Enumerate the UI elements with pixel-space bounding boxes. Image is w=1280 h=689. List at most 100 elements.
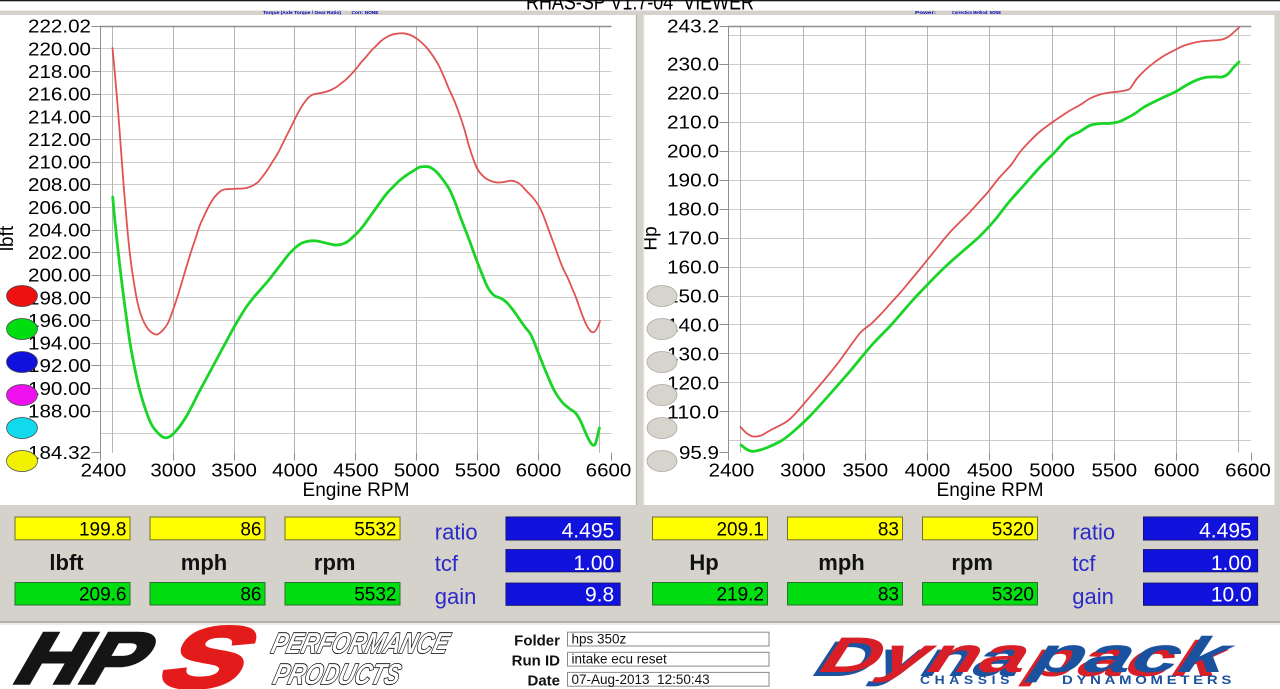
svg-text:198.00: 198.00 [28, 288, 91, 308]
svg-text:220.00: 220.00 [28, 39, 91, 59]
svg-text:tcf: tcf [435, 551, 459, 576]
svg-text:5000: 5000 [1029, 461, 1075, 481]
svg-text:4000: 4000 [272, 461, 318, 481]
svg-text:5500: 5500 [455, 461, 501, 481]
svg-text:170.0: 170.0 [667, 229, 719, 249]
svg-text:6000: 6000 [516, 461, 562, 481]
svg-text:180.0: 180.0 [667, 200, 719, 220]
svg-text:86: 86 [240, 519, 261, 540]
svg-text:PRODUCTS: PRODUCTS [270, 658, 405, 689]
svg-text:rpm: rpm [951, 550, 993, 575]
svg-text:188.00: 188.00 [28, 402, 91, 422]
svg-text:1.00: 1.00 [1211, 552, 1252, 575]
svg-text:4.495: 4.495 [562, 520, 615, 543]
svg-text:9.8: 9.8 [585, 584, 614, 607]
svg-text:ratio: ratio [435, 520, 478, 545]
svg-text:Corr: NONE: Corr: NONE [352, 10, 379, 15]
svg-text:110.0: 110.0 [667, 402, 719, 422]
svg-text:190.0: 190.0 [667, 171, 719, 191]
svg-text:216.00: 216.00 [28, 85, 91, 105]
svg-text:208.00: 208.00 [28, 175, 91, 195]
svg-text:Date: Date [527, 673, 560, 689]
svg-text:pack: pack [1017, 631, 1236, 687]
svg-text:150.0: 150.0 [667, 286, 719, 306]
svg-text:Power:: Power: [915, 10, 937, 15]
svg-text:5320: 5320 [992, 585, 1034, 606]
svg-text:6000: 6000 [1154, 461, 1200, 481]
svg-text:206.00: 206.00 [28, 198, 91, 218]
svg-text:204.00: 204.00 [28, 220, 91, 240]
svg-text:190.00: 190.00 [28, 379, 91, 399]
svg-text:2400: 2400 [709, 461, 755, 481]
svg-text:Run ID: Run ID [512, 653, 560, 670]
svg-text:120.0: 120.0 [667, 373, 719, 393]
svg-text:3500: 3500 [211, 461, 257, 481]
svg-text:4500: 4500 [333, 461, 379, 481]
svg-text:Engine RPM: Engine RPM [303, 480, 410, 501]
svg-text:rpm: rpm [314, 550, 356, 575]
svg-text:5532: 5532 [354, 519, 396, 540]
svg-text:ratio: ratio [1072, 520, 1115, 545]
svg-text:Folder: Folder [514, 632, 560, 649]
svg-text:5532: 5532 [354, 585, 396, 606]
svg-text:3000: 3000 [780, 461, 826, 481]
svg-text:lbft: lbft [0, 225, 18, 251]
svg-text:210.00: 210.00 [28, 153, 91, 173]
svg-text:6600: 6600 [586, 461, 632, 481]
svg-text:5500: 5500 [1092, 461, 1138, 481]
svg-text:4500: 4500 [967, 461, 1013, 481]
svg-text:220.0: 220.0 [667, 84, 719, 104]
svg-text:218.00: 218.00 [28, 62, 91, 82]
svg-text:gain: gain [435, 584, 477, 609]
svg-text:mph: mph [818, 550, 864, 575]
svg-text:Hp: Hp [641, 226, 662, 250]
svg-text:3500: 3500 [843, 461, 889, 481]
svg-text:CHASSIS: CHASSIS [920, 673, 1014, 687]
svg-text:5000: 5000 [394, 461, 440, 481]
svg-text:mph: mph [181, 550, 227, 575]
svg-text:83: 83 [878, 585, 899, 606]
svg-text:200.0: 200.0 [667, 142, 719, 162]
svg-text:196.00: 196.00 [28, 311, 91, 331]
svg-text:212.00: 212.00 [28, 130, 91, 150]
svg-text:Hp: Hp [689, 550, 718, 575]
svg-text:1.00: 1.00 [573, 552, 614, 575]
svg-text:184.32: 184.32 [28, 443, 91, 463]
svg-text:10.0: 10.0 [1211, 584, 1252, 607]
svg-text:Dyna: Dyna [808, 631, 1032, 687]
svg-text:95.9: 95.9 [679, 443, 719, 463]
svg-text:140.0: 140.0 [667, 315, 719, 335]
svg-text:lbft: lbft [49, 550, 84, 575]
svg-text:230.0: 230.0 [667, 55, 719, 75]
svg-text:5320: 5320 [992, 519, 1034, 540]
svg-text:83: 83 [878, 519, 899, 540]
svg-text:DYNAMOMETERS: DYNAMOMETERS [1062, 673, 1235, 687]
svg-text:130.0: 130.0 [667, 344, 719, 364]
svg-text:222.02: 222.02 [28, 17, 91, 37]
svg-text:Correction Method: NONE: Correction Method: NONE [952, 10, 1001, 15]
svg-text:Engine RPM: Engine RPM [937, 480, 1044, 501]
svg-text:4000: 4000 [905, 461, 951, 481]
svg-text:199.8: 199.8 [79, 519, 127, 540]
svg-text:219.2: 219.2 [716, 585, 764, 606]
svg-text:hps 350z: hps 350z [572, 632, 627, 647]
svg-text:243.2: 243.2 [667, 17, 719, 37]
svg-text:209.6: 209.6 [79, 585, 127, 606]
svg-text:214.00: 214.00 [28, 107, 91, 127]
svg-text:3000: 3000 [150, 461, 196, 481]
svg-text:210.0: 210.0 [667, 113, 719, 133]
svg-text:86: 86 [240, 585, 261, 606]
svg-text:Torque (Axle Torque / Gear Rat: Torque (Axle Torque / Gear Ratio) [263, 10, 342, 15]
svg-text:intake ecu reset: intake ecu reset [572, 652, 668, 667]
svg-text:tcf: tcf [1072, 551, 1096, 576]
svg-text:6600: 6600 [1225, 461, 1271, 481]
svg-text:pack: pack [1023, 627, 1242, 683]
svg-text:4.495: 4.495 [1199, 520, 1252, 543]
svg-text:gain: gain [1072, 584, 1114, 609]
svg-text:PERFORMANCE: PERFORMANCE [268, 627, 454, 659]
svg-text:192.00: 192.00 [28, 356, 91, 376]
svg-text:Dyna: Dyna [814, 627, 1038, 683]
svg-text:200.00: 200.00 [28, 266, 91, 286]
svg-text:194.00: 194.00 [28, 334, 91, 354]
svg-text:209.1: 209.1 [716, 519, 764, 540]
